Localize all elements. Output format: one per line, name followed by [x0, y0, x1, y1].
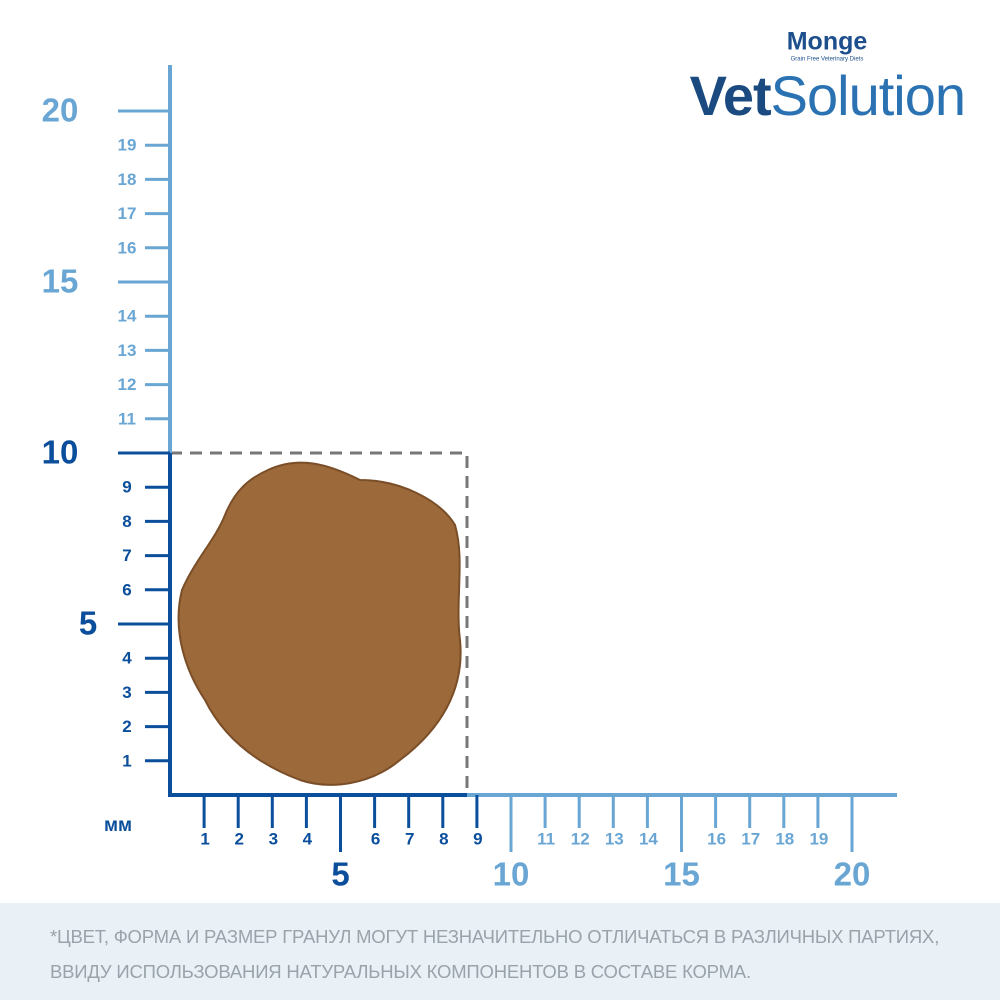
x-tick-label: 12	[571, 829, 590, 848]
y-tick-label: 4	[122, 649, 132, 668]
footer: *ЦВЕТ, ФОРМА И РАЗМЕР ГРАНУЛ МОГУТ НЕЗНА…	[0, 903, 1000, 1000]
x-major-label: 20	[834, 856, 871, 893]
y-tick-label: 3	[122, 683, 131, 702]
y-tick-label: 16	[118, 238, 137, 257]
y-major-label: 15	[42, 263, 79, 300]
y-tick-label: 12	[118, 375, 137, 394]
y-tick-label: 14	[118, 307, 137, 326]
x-tick-label: 18	[775, 829, 794, 848]
footnote-line: *ЦВЕТ, ФОРМА И РАЗМЕР ГРАНУЛ МОГУТ НЕЗНА…	[50, 926, 940, 947]
ruler-graphic: Monge Grain Free Veterinary Diets VetSol…	[42, 28, 966, 893]
y-tick-label: 7	[122, 546, 131, 565]
y-tick-label: 8	[122, 512, 131, 531]
y-tick-label: 19	[118, 136, 137, 155]
footnote-line: ВВИДУ ИСПОЛЬЗОВАНИЯ НАТУРАЛЬНЫХ КОМПОНЕН…	[50, 961, 751, 982]
brand-tagline: Grain Free Veterinary Diets	[791, 57, 864, 63]
y-tick-label: 9	[122, 478, 131, 497]
x-major-label: 15	[663, 856, 700, 893]
x-tick-label: 11	[537, 829, 555, 848]
x-tick-label: 17	[741, 829, 760, 848]
x-major-label: 10	[493, 856, 530, 893]
y-major-label: 5	[79, 605, 97, 642]
y-tick-label: 1	[122, 751, 131, 770]
x-tick-label: 3	[269, 829, 278, 848]
x-tick-label: 13	[605, 829, 624, 848]
y-tick-label: 6	[122, 580, 131, 599]
unit-label: мм	[104, 815, 132, 836]
x-tick-label: 9	[473, 829, 482, 848]
x-tick-label: 7	[405, 829, 414, 848]
size-box	[170, 451, 469, 795]
x-tick-label: 16	[707, 829, 726, 848]
product-prefix: Vet	[690, 64, 771, 127]
y-major-label: 20	[42, 92, 79, 129]
y-tick-label: 11	[118, 409, 136, 428]
y-tick-label: 17	[118, 204, 137, 223]
y-tick-label: 18	[118, 170, 137, 189]
kibble	[177, 461, 462, 786]
x-tick-label: 8	[439, 829, 448, 848]
product-suffix: Solution	[771, 64, 965, 127]
x-tick-label: 1	[200, 829, 209, 848]
x-tick-label: 19	[809, 829, 828, 848]
y-tick-label: 13	[118, 341, 137, 360]
product-name: VetSolution	[690, 64, 965, 127]
x-tick-label: 4	[303, 829, 313, 848]
brand-name: Monge	[787, 28, 868, 56]
y-major-label: 10	[42, 434, 79, 471]
x-tick-label: 14	[639, 829, 658, 848]
x-major-label: 5	[331, 856, 349, 893]
x-tick-label: 2	[234, 829, 243, 848]
x-tick-label: 6	[371, 829, 380, 848]
y-tick-label: 2	[122, 717, 131, 736]
